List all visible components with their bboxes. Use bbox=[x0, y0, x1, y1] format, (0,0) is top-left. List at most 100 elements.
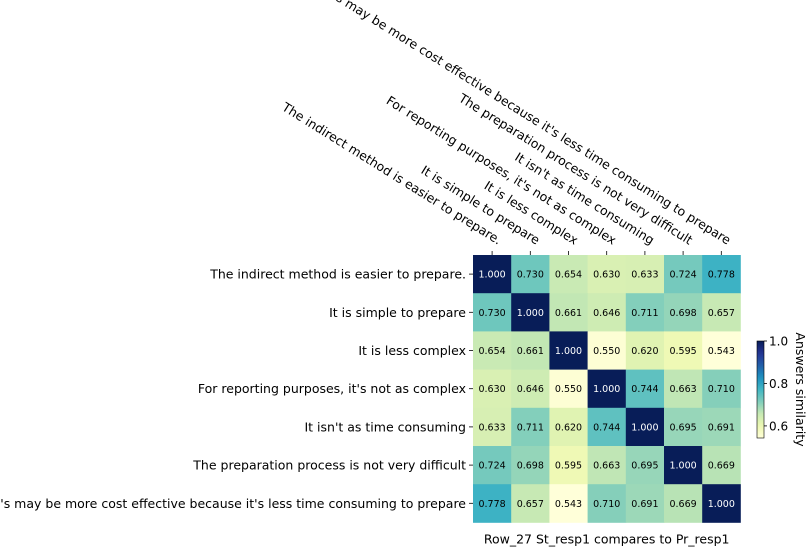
heatmap-cell bbox=[473, 446, 512, 485]
heatmap-cell bbox=[702, 446, 741, 485]
heatmap-cell bbox=[473, 293, 512, 332]
y-tick-label: The preparation process is not very diff… bbox=[192, 458, 466, 473]
heatmap-cell bbox=[587, 255, 627, 294]
cell-value-label: 0.661 bbox=[517, 346, 544, 357]
cell-value-label: 0.710 bbox=[708, 384, 735, 395]
heatmap-cell bbox=[625, 484, 665, 523]
heatmap-cell bbox=[587, 446, 627, 485]
cell-value-label: 0.710 bbox=[593, 499, 620, 510]
cell-value-label: 0.730 bbox=[517, 270, 544, 281]
colorbar-tick-label: 1.0 bbox=[769, 335, 788, 349]
heatmap-cell bbox=[625, 293, 665, 332]
heatmap-cell bbox=[511, 484, 550, 523]
heatmap-cell bbox=[664, 407, 703, 447]
heatmap-cell bbox=[587, 407, 627, 447]
cell-value-label: 0.698 bbox=[517, 461, 544, 472]
cell-value-label: 0.730 bbox=[478, 308, 505, 319]
heatmap-cell bbox=[511, 255, 550, 294]
x-tick-label: The indirect method is easier to prepare… bbox=[279, 99, 505, 248]
cell-value-label: 0.663 bbox=[669, 384, 696, 395]
cell-value-label: 0.595 bbox=[669, 346, 696, 357]
cell-value-label: 0.669 bbox=[708, 461, 735, 472]
y-tick-label: It isn't as time consuming bbox=[304, 419, 466, 434]
heatmap-cells: 1.000 0.730 0.654 0.630 0.633 0.724 0.778 0.730… bbox=[473, 255, 741, 523]
cell-value-label: 0.595 bbox=[555, 461, 582, 472]
cell-value-label: 0.630 bbox=[593, 270, 620, 281]
x-tick-labels: The indirect method is easier to prepare… bbox=[279, 0, 734, 255]
cell-value-label: 0.646 bbox=[517, 384, 544, 395]
cell-value-label: 0.620 bbox=[555, 422, 582, 433]
heatmap-cell bbox=[549, 255, 588, 294]
cell-value-label: 0.630 bbox=[478, 384, 505, 395]
cell-value-label: 0.550 bbox=[593, 346, 620, 357]
heatmap-cell bbox=[511, 407, 550, 447]
heatmap-cell bbox=[625, 407, 665, 447]
heatmap-cell bbox=[625, 255, 665, 294]
heatmap-cell bbox=[549, 369, 588, 409]
heatmap-cell bbox=[511, 369, 550, 409]
heatmap-cell bbox=[549, 293, 588, 332]
colorbar: 0.6 0.8 1.0 bbox=[756, 335, 788, 439]
y-tick-label: It's may be more cost effective because … bbox=[0, 496, 466, 511]
y-tick-labels: The indirect method is easier to prepare… bbox=[0, 267, 473, 511]
cell-value-label: 0.669 bbox=[669, 499, 696, 510]
cell-value-label: 0.543 bbox=[708, 346, 735, 357]
cell-value-label: 1.000 bbox=[555, 346, 582, 357]
cell-value-label: 0.778 bbox=[708, 270, 735, 281]
cell-value-label: 0.744 bbox=[593, 422, 620, 433]
cell-value-label: 0.711 bbox=[517, 422, 544, 433]
cell-value-label: 0.654 bbox=[478, 346, 505, 357]
cell-value-label: 0.657 bbox=[517, 499, 544, 510]
cell-value-label: 1.000 bbox=[593, 384, 620, 395]
cell-value-label: 0.724 bbox=[478, 461, 505, 472]
heatmap-cell bbox=[702, 331, 741, 370]
colorbar-gradient bbox=[756, 340, 765, 439]
heatmap-cell bbox=[664, 369, 703, 409]
cell-value-label: 0.620 bbox=[631, 346, 658, 357]
heatmap-cell bbox=[587, 331, 627, 370]
colorbar-tick-label: 0.8 bbox=[769, 377, 788, 391]
cell-value-label: 0.633 bbox=[631, 270, 658, 281]
heatmap-cell bbox=[625, 369, 665, 409]
heatmap-cell bbox=[587, 484, 627, 523]
cell-value-label: 1.000 bbox=[478, 270, 505, 281]
cell-value-label: 0.646 bbox=[593, 308, 620, 319]
heatmap-cell bbox=[664, 446, 703, 485]
y-tick-label: The indirect method is easier to prepare… bbox=[209, 267, 466, 282]
heatmap-cell bbox=[664, 484, 703, 523]
cell-value-label: 0.778 bbox=[478, 499, 505, 510]
cell-value-label: 0.550 bbox=[555, 384, 582, 395]
colorbar-tick-label: 0.6 bbox=[769, 419, 788, 433]
heatmap-cell bbox=[702, 293, 741, 332]
cell-value-label: 1.000 bbox=[517, 308, 544, 319]
y-tick-label: For reporting purposes, it's not as comp… bbox=[198, 381, 466, 396]
cell-value-label: 1.000 bbox=[708, 499, 735, 510]
cell-value-label: 0.695 bbox=[631, 461, 658, 472]
cell-value-label: 0.657 bbox=[708, 308, 735, 319]
cell-value-label: 0.663 bbox=[593, 461, 620, 472]
cell-value-label: 0.543 bbox=[555, 499, 582, 510]
cell-value-label: 0.744 bbox=[631, 384, 658, 395]
heatmap-cell bbox=[511, 331, 550, 370]
heatmap-cell bbox=[549, 407, 588, 447]
cell-value-label: 0.691 bbox=[708, 422, 735, 433]
cell-value-label: 0.661 bbox=[555, 308, 582, 319]
heatmap-cell bbox=[549, 331, 588, 370]
heatmap-cell bbox=[587, 369, 627, 409]
heatmap-cell bbox=[702, 484, 741, 523]
heatmap-cell bbox=[664, 293, 703, 332]
cell-value-label: 0.654 bbox=[555, 270, 582, 281]
cell-value-label: 0.711 bbox=[631, 308, 658, 319]
heatmap-cell bbox=[664, 255, 703, 294]
heatmap-cell bbox=[702, 369, 741, 409]
y-tick-label: It is simple to prepare bbox=[329, 305, 466, 320]
heatmap-cell bbox=[473, 369, 512, 409]
heatmap-cell bbox=[549, 484, 588, 523]
heatmap-cell bbox=[702, 255, 741, 294]
cell-value-label: 0.724 bbox=[669, 270, 696, 281]
cell-value-label: 0.633 bbox=[478, 422, 505, 433]
heatmap-cell bbox=[549, 446, 588, 485]
y-tick-label: It is less complex bbox=[358, 343, 466, 358]
heatmap-cell bbox=[511, 446, 550, 485]
